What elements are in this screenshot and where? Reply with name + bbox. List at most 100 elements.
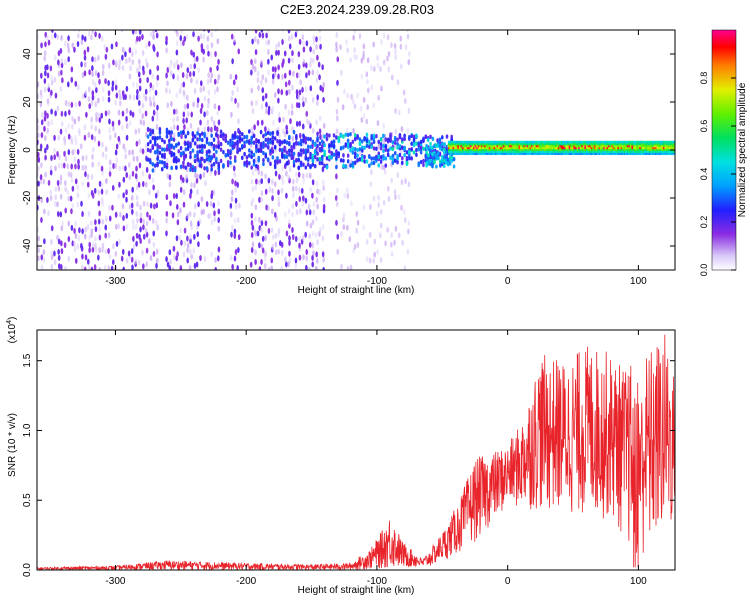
heatmap-cell <box>110 43 114 50</box>
heatmap-cell <box>267 105 271 112</box>
heatmap-cell <box>349 148 352 153</box>
heatmap-cell <box>309 144 312 150</box>
heatmap-cell <box>294 171 298 178</box>
heatmap-cell <box>144 57 148 64</box>
heatmap-cell <box>250 69 253 76</box>
heatmap-cell <box>66 81 70 88</box>
heatmap-cell <box>70 135 73 142</box>
heatmap-cell <box>69 195 73 202</box>
heatmap-cell <box>83 233 87 240</box>
heatmap-cell <box>195 78 199 85</box>
heatmap-cell <box>230 196 234 203</box>
heatmap-cell <box>288 152 291 157</box>
heatmap-cell <box>83 61 87 68</box>
heatmap-cell <box>232 165 236 172</box>
heatmap-cell <box>287 30 291 34</box>
heatmap-cell <box>396 79 400 86</box>
heatmap-cell <box>43 86 47 93</box>
heatmap-cell <box>318 147 322 153</box>
heatmap-cell <box>62 162 66 169</box>
heatmap-cell <box>325 164 329 170</box>
heatmap-cell <box>443 142 446 147</box>
heatmap-cell <box>260 243 264 250</box>
heatmap-cell <box>137 127 141 134</box>
heatmap-cell <box>306 144 310 150</box>
heatmap-cell <box>214 30 217 33</box>
heatmap-cell <box>73 46 76 53</box>
heatmap-cell <box>491 140 494 144</box>
heatmap-cell <box>315 251 318 258</box>
heatmap-cell <box>283 155 286 160</box>
heatmap-cell <box>322 81 325 88</box>
heatmap-cell <box>346 30 348 31</box>
heatmap-cell <box>213 89 217 96</box>
heatmap-cell <box>183 227 187 234</box>
heatmap-cell <box>83 134 87 141</box>
heatmap-cell <box>305 255 308 262</box>
heatmap-cell <box>43 115 47 122</box>
heatmap-cell <box>346 265 350 270</box>
heatmap-cell <box>233 36 236 43</box>
heatmap-cell <box>104 153 108 160</box>
heatmap-cell <box>545 140 548 144</box>
heatmap-cell <box>250 178 254 185</box>
heatmap-cell <box>212 120 216 127</box>
heatmap-cell <box>193 23 196 29</box>
heatmap-cell <box>217 105 221 112</box>
heatmap-cell <box>129 120 132 127</box>
heatmap-cell <box>163 139 166 145</box>
heatmap-cell <box>328 133 331 138</box>
heatmap-cell <box>305 62 308 69</box>
heatmap-cell <box>160 147 164 152</box>
heatmap-cell <box>78 100 81 107</box>
heatmap-cell <box>124 165 127 172</box>
heatmap-cell <box>60 162 64 169</box>
heatmap-cell <box>391 160 395 166</box>
heatmap-cell <box>355 210 359 217</box>
heatmap-cell <box>365 71 369 78</box>
heatmap-cell <box>131 51 134 58</box>
heatmap-cell <box>376 55 379 62</box>
heatmap-cell <box>146 76 149 83</box>
heatmap-cell <box>98 210 101 217</box>
heatmap-cell <box>144 95 148 102</box>
heatmap-cell <box>165 130 169 135</box>
heatmap-cell <box>57 134 60 141</box>
heatmap-cell <box>318 115 322 122</box>
heatmap-cell <box>365 118 369 125</box>
heatmap-cell <box>665 140 668 144</box>
heatmap-cell <box>322 203 326 210</box>
heatmap-cell <box>295 200 298 207</box>
heatmap-cell <box>322 196 326 203</box>
heatmap-cell <box>264 220 268 227</box>
heatmap-cell <box>41 112 44 119</box>
heatmap-cell <box>440 147 444 152</box>
heatmap-cell <box>130 194 134 201</box>
heatmap-cell <box>169 200 172 207</box>
heatmap-cell <box>382 59 386 66</box>
heatmap-cell <box>320 161 324 166</box>
heatmap-cell <box>584 140 587 144</box>
heatmap-cell <box>114 99 117 106</box>
heatmap-cell <box>142 263 145 270</box>
heatmap-cell <box>263 263 267 270</box>
heatmap-cell <box>85 24 88 30</box>
heatmap-cell <box>46 143 49 150</box>
heatmap-cell <box>160 152 164 158</box>
heatmap-cell <box>136 201 139 208</box>
heatmap-cell <box>215 126 219 133</box>
heatmap-cell <box>260 190 264 197</box>
heatmap-cell <box>193 56 197 63</box>
heatmap-cell <box>193 63 197 70</box>
heatmap-cell <box>273 181 277 188</box>
heatmap-cell <box>100 112 104 119</box>
heatmap-cell <box>233 228 237 235</box>
heatmap-cell <box>217 144 221 150</box>
heatmap-cell <box>292 151 296 157</box>
heatmap-cell <box>405 150 409 155</box>
x-tick-label: -100 <box>367 576 387 587</box>
heatmap-cell <box>267 69 270 76</box>
heatmap-cell <box>299 208 302 215</box>
heatmap-cell <box>440 158 444 163</box>
heatmap-cell <box>215 156 218 162</box>
